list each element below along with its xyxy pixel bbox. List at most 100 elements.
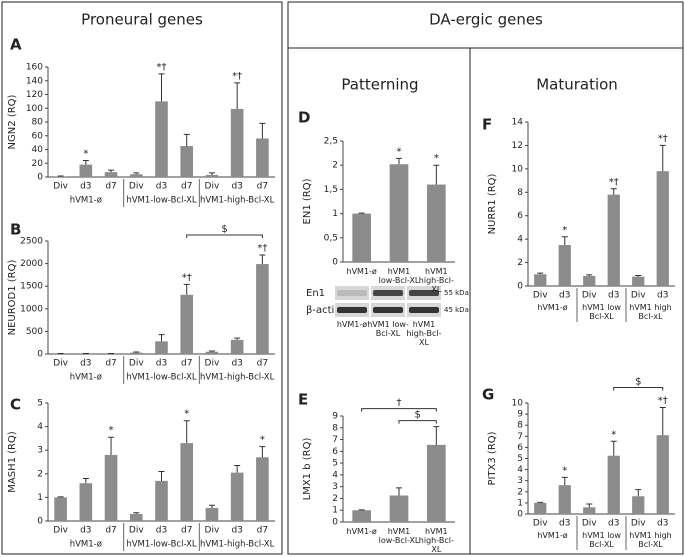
error-bar: [234, 465, 241, 473]
panel-border: [287, 1, 684, 555]
x-tick-label: d3: [231, 359, 242, 369]
blot-size-label: 45 kDa: [444, 306, 469, 314]
error-bar: [396, 487, 402, 496]
error-bar: [208, 504, 215, 509]
blot-lane-label: hVM1 high-Bcl-XL: [406, 320, 442, 347]
y-tick-label: 1: [332, 506, 338, 516]
x-tick-label: Div: [582, 291, 597, 301]
bar: [129, 513, 143, 521]
y-tick-label: 3: [332, 482, 338, 492]
bracket-label: $: [635, 376, 641, 387]
x-tick-label: d7: [257, 359, 268, 369]
bar: [54, 497, 67, 521]
error-bar: [208, 172, 215, 175]
y-tick-label: 5: [37, 399, 43, 409]
bar: [205, 351, 219, 354]
group-label: hVM1-ø: [70, 196, 102, 206]
bar: [54, 176, 67, 177]
x-tick-label: hVM1 high-Bcl-XL: [418, 527, 454, 554]
y-tick-label: 3: [517, 476, 523, 486]
significance-label: *: [260, 435, 265, 446]
y-tick-label: 6: [332, 447, 338, 457]
panel-letter: G: [482, 386, 494, 404]
significance-label: *: [397, 146, 402, 157]
bar: [656, 171, 669, 286]
bar: [558, 485, 571, 514]
y-tick-label: 20: [32, 159, 44, 169]
bar: [230, 339, 244, 354]
blot-lane-label: hVM1 low-Bcl-XL: [367, 320, 409, 338]
bar: [180, 443, 194, 521]
y-axis-label: LMX1 b (RQ): [302, 438, 313, 501]
x-tick-label: d3: [657, 519, 668, 529]
x-tick-label: d7: [257, 526, 268, 536]
y-tick-label: 2500: [20, 237, 43, 247]
significance-label: *: [562, 225, 567, 236]
bar: [129, 174, 143, 177]
error-bar: [208, 350, 215, 352]
y-tick-label: 500: [26, 327, 43, 337]
bracket: [613, 386, 664, 391]
y-axis-label: PITX3 (RQ): [487, 431, 498, 485]
panel-letter: D: [298, 109, 310, 127]
blot-lane-label: hVM1-ø: [336, 320, 368, 329]
y-axis-label: EN1 (RQ): [302, 178, 313, 224]
group-label: hVM1-ø: [70, 373, 102, 383]
bar: [256, 138, 269, 177]
y-tick-label: 2: [332, 494, 338, 504]
error-bar: [537, 501, 544, 503]
bar: [632, 276, 645, 286]
header: DA-ergic genes: [429, 11, 543, 29]
bracket: [361, 408, 437, 412]
x-tick-label: d3: [608, 291, 619, 301]
blot-size-label: 55 kDa: [444, 289, 469, 297]
x-tick-label: Div: [631, 519, 646, 529]
y-tick-label: 2: [517, 258, 523, 268]
bar: [180, 146, 194, 177]
y-tick-label: 0: [332, 518, 338, 528]
bar: [607, 194, 620, 286]
bar: [256, 264, 269, 354]
x-tick-label: Div: [533, 519, 548, 529]
error-bar: [537, 272, 544, 275]
y-tick-label: 6: [517, 211, 523, 221]
x-tick-label: d3: [559, 291, 570, 301]
y-tick-label: 14: [512, 118, 524, 128]
bar: [427, 444, 446, 522]
blot-signal: [337, 307, 367, 313]
y-tick-label: 0: [517, 282, 523, 292]
error-bar: [610, 188, 617, 195]
subheader: Maturation: [536, 76, 618, 94]
y-tick-label: 10: [512, 164, 524, 174]
x-tick-label: d3: [559, 519, 570, 529]
y-tick-label: 2,5: [324, 137, 338, 147]
x-tick-label: d7: [105, 182, 116, 192]
error-bar: [259, 122, 266, 139]
error-bar: [561, 236, 568, 245]
significance-label: *: [434, 153, 439, 164]
error-bar: [659, 144, 666, 172]
error-bar: [259, 446, 266, 458]
bar: [607, 455, 620, 514]
bar: [205, 174, 219, 177]
y-axis-label: NEUROD1 (RQ): [7, 260, 18, 336]
x-tick-label: Div: [53, 526, 68, 536]
y-tick-label: 7: [332, 435, 338, 445]
y-tick-label: 80: [32, 118, 44, 128]
error-bar: [133, 351, 140, 353]
error-bar: [133, 512, 140, 514]
x-tick-label: Div: [129, 359, 144, 369]
error-bar: [183, 283, 190, 295]
x-tick-label: d3: [608, 519, 619, 529]
y-tick-label: 2: [332, 161, 338, 171]
error-bar: [108, 169, 115, 173]
y-tick-label: 0: [37, 350, 43, 360]
y-tick-label: 12: [512, 141, 523, 151]
y-tick-label: 2: [517, 487, 523, 497]
group-label: hVM1-high-Bcl-XL: [200, 196, 275, 206]
error-bar: [158, 73, 165, 102]
significance-label: *: [611, 429, 616, 440]
x-tick-label: Div: [582, 519, 597, 529]
bracket-label: $: [414, 410, 420, 421]
